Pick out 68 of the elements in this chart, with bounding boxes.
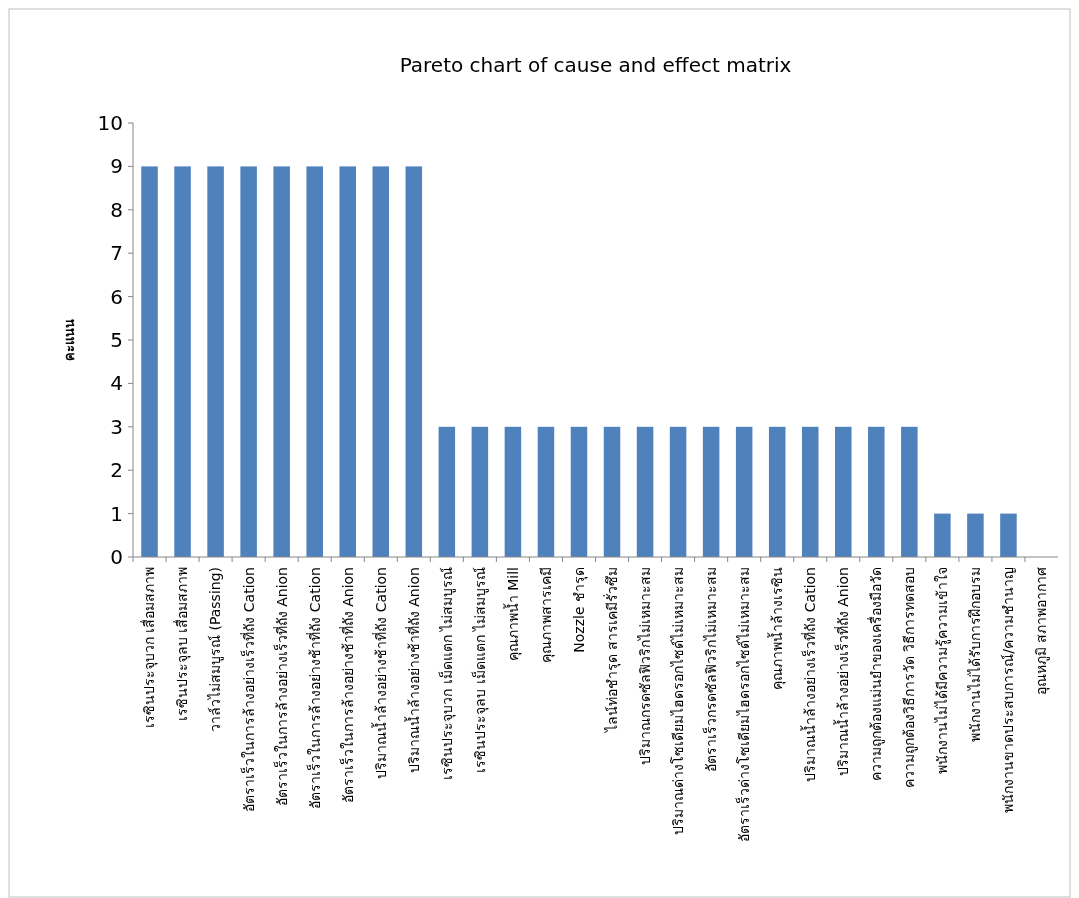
bar (438, 426, 456, 557)
bar (669, 426, 687, 557)
bar (768, 426, 786, 557)
x-tick-label: อัตราเร็วในการล้างอย่างช้าที่ถัง Anion (338, 567, 356, 804)
x-tick-label: วาล์วไม่สมบูรณ์ (Passing) (207, 567, 225, 733)
bar (240, 166, 257, 557)
x-tick-label: ไลน์ท่อชำรุด สารเคมีรั่วซึม (602, 567, 621, 734)
bar (174, 166, 191, 557)
x-tick-label: ปริมาณน้ำล้างอย่างช้าที่ถัง Cation (370, 567, 389, 779)
x-tick-label: เรซินประจุบวก เม็ดแตก ไม่สมบูรณ์ (437, 567, 456, 780)
x-tick-label: พนักงานไม่ได้รับการฝึกอบรม (967, 567, 984, 742)
y-tick-label: 9 (110, 154, 123, 179)
bar (471, 426, 489, 557)
x-tick-label: อัตราเร็วในการล้างอย่างเร็วที่ถัง Cation (239, 567, 257, 812)
bar (901, 426, 918, 557)
bar (735, 426, 753, 557)
bar (603, 426, 621, 557)
bar (967, 513, 984, 557)
y-tick-label: 7 (110, 241, 123, 266)
x-tick-label: ความถูกต้องแม่นยำของเครื่องมือวัด (867, 567, 886, 781)
x-tick-label: อุณหภูมิ สภาพอากาศ (1033, 567, 1051, 696)
x-tick-label: ปริมาณน้ำล้างอย่างเร็วที่ถัง Anion (833, 567, 852, 777)
bar (273, 166, 290, 557)
bar (141, 166, 158, 557)
bar (801, 426, 819, 557)
bar (934, 513, 951, 557)
x-tick-label: อัตราเร็วด่างโซเดียมไฮดรอกไซด์ไม่เหมาะสม (735, 567, 753, 842)
bar (339, 166, 356, 557)
bar (306, 166, 323, 557)
bar (868, 426, 885, 557)
x-tick-label: ความถูกต้องวิธีการวัด วิธีการทดสอบ (901, 567, 919, 789)
x-tick-label: ปริมาณน้ำล้างอย่างเร็วที่ถัง Cation (800, 567, 819, 782)
y-tick-label: 4 (110, 371, 123, 396)
bar (1000, 513, 1017, 557)
x-tick-label: เรซินประจุบวก เสื่อมสภาพ (140, 567, 159, 729)
y-axis-title: คะแนน (62, 319, 77, 361)
x-tick-label: ปริมาณด่างโซเดียมไฮดรอกไซด์ไม่เหมาะสม (669, 567, 686, 835)
x-tick-label: เรซินประจุลบ เม็ดแตก ไม่สมบูรณ์ (470, 567, 489, 773)
chart-title: Pareto chart of cause and effect matrix (399, 53, 792, 77)
bar (702, 426, 720, 557)
y-tick-label: 0 (110, 545, 123, 569)
x-tick-label: Nozzle ชำรุด (570, 567, 588, 653)
bar (207, 166, 224, 557)
x-tick-label: คุณภาพน้ำ Mill (502, 567, 522, 662)
bar (636, 426, 654, 557)
x-tick-label: พนักงานไม่ได้มีความรู้ความเข้าใจ (934, 567, 952, 774)
x-tick-label: อัตราเร็วในการล้างอย่างเร็วที่ถัง Anion (272, 567, 290, 807)
bar (504, 426, 522, 557)
x-tick-label: คุณภาพสารเคมี (537, 567, 555, 663)
x-tick-label: อัตราเร็วกรดซัลฟิวริกไม่เหมาะสม (702, 567, 720, 772)
y-tick-label: 10 (97, 111, 123, 135)
y-tick-label: 1 (110, 501, 123, 526)
x-tick-label: เรซินประจุลบ เสื่อมสภาพ (173, 567, 192, 722)
y-tick-label: 5 (110, 328, 123, 352)
y-tick-label: 6 (110, 284, 123, 309)
y-tick-label: 3 (110, 414, 123, 439)
y-tick-label: 2 (110, 458, 123, 483)
y-tick-label: 8 (110, 197, 123, 222)
x-tick-label: พนักงานขาดประสบการณ์/ความชำนาญ (1000, 567, 1017, 813)
bar (372, 166, 390, 557)
bar (405, 166, 423, 557)
x-tick-label: ปริมาณกรดซัลฟิวริกไม่เหมาะสม (636, 567, 653, 765)
x-tick-label: อัตราเร็วในการล้างอย่างช้าที่ถัง Cation (305, 567, 323, 809)
x-tick-label: คุณภาพน้ำล้างเรซิน (767, 567, 787, 690)
bar (570, 426, 588, 557)
x-tick-label: ปริมาณน้ำล้างอย่างช้าที่ถัง Anion (403, 567, 422, 774)
bar (537, 426, 555, 557)
bar (835, 426, 852, 557)
